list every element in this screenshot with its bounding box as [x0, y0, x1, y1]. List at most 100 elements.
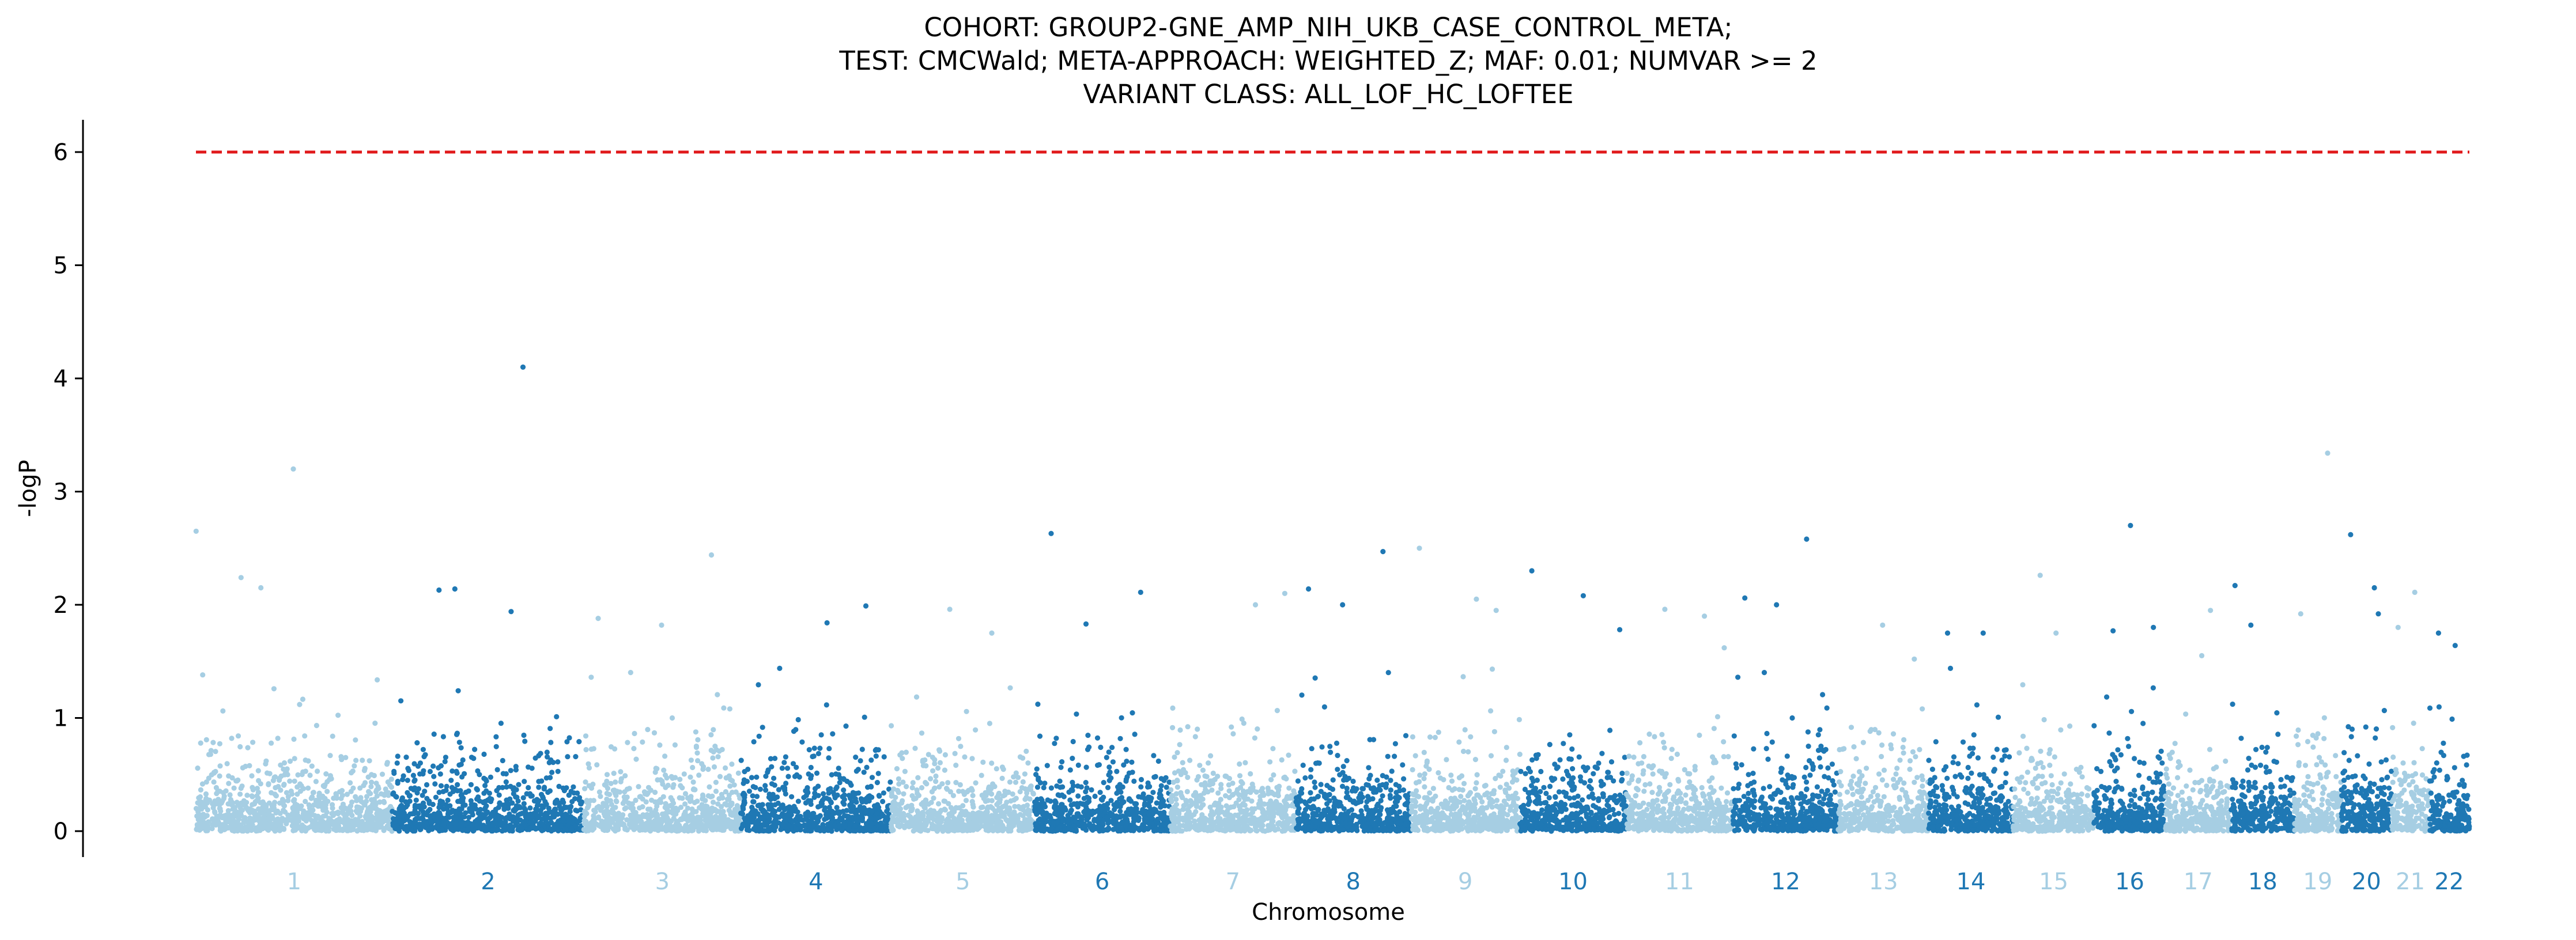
gene-point — [624, 817, 630, 822]
gene-point — [875, 815, 881, 821]
gene-point — [342, 822, 349, 828]
gene-point — [903, 749, 909, 755]
gene-point — [715, 825, 720, 831]
gene-point — [889, 793, 894, 799]
gene-point — [1215, 790, 1221, 796]
gene-point — [417, 816, 423, 821]
gene-point — [573, 808, 579, 813]
gene-point — [591, 825, 597, 831]
gene-point — [987, 721, 992, 726]
gene-point — [484, 778, 489, 784]
gene-point — [335, 712, 341, 718]
gene-point — [369, 802, 376, 808]
gene-point — [478, 816, 484, 822]
gene-point — [615, 818, 621, 824]
gene-point — [226, 780, 232, 786]
gene-point — [856, 790, 862, 796]
gene-point-top — [947, 607, 953, 612]
gene-point — [448, 826, 454, 832]
gene-point — [216, 820, 222, 826]
gene-point — [371, 821, 376, 827]
gene-point — [1199, 782, 1204, 787]
gene-point — [309, 794, 315, 800]
gene-point — [281, 798, 286, 804]
gene-point — [421, 768, 426, 774]
gene-point — [345, 810, 350, 816]
gene-point — [576, 739, 582, 745]
gene-point — [1286, 816, 1292, 822]
gene-point — [432, 812, 438, 818]
gene-point — [423, 819, 429, 825]
gene-point — [511, 785, 517, 791]
gene-point — [942, 825, 947, 831]
gene-point — [853, 768, 859, 774]
gene-point — [250, 740, 256, 745]
gene-point — [1017, 754, 1023, 760]
gene-point — [994, 795, 1000, 801]
gene-point — [312, 813, 318, 818]
gene-point — [578, 801, 584, 807]
gene-point — [507, 816, 513, 822]
gene-point — [430, 763, 436, 769]
gene-point — [1177, 742, 1183, 748]
gene-point — [829, 815, 836, 821]
gene-point — [415, 810, 421, 817]
gene-point — [953, 763, 959, 768]
gene-point — [1028, 784, 1033, 790]
gene-point — [720, 827, 726, 833]
gene-point — [872, 748, 878, 753]
gene-point — [702, 798, 708, 803]
gene-point — [350, 818, 356, 824]
gene-point — [284, 766, 290, 772]
gene-point — [519, 810, 525, 816]
gene-point — [305, 810, 311, 816]
gene-point — [387, 782, 393, 788]
gene-point — [1173, 797, 1179, 802]
gene-point — [1011, 797, 1017, 803]
gene-point — [731, 782, 737, 788]
gene-point — [899, 800, 905, 806]
gene-point — [322, 795, 328, 801]
gene-point — [401, 773, 406, 779]
gene-point — [1067, 767, 1073, 773]
gene-point — [445, 797, 451, 803]
gene-point — [864, 764, 870, 770]
gene-point — [437, 804, 443, 810]
gene-point — [868, 814, 874, 821]
gene-point — [1153, 807, 1158, 813]
gene-point — [546, 805, 552, 811]
gene-point — [773, 824, 779, 830]
gene-point — [249, 793, 255, 799]
gene-point — [487, 795, 493, 801]
gene-point — [436, 790, 442, 795]
gene-point — [806, 747, 812, 753]
gene-point — [980, 759, 986, 765]
gene-point — [988, 823, 994, 829]
gene-point — [694, 750, 700, 756]
gene-point — [338, 805, 344, 811]
gene-point — [876, 793, 882, 798]
gene-point — [401, 813, 406, 818]
gene-point — [477, 798, 482, 804]
gene-point — [273, 793, 279, 799]
gene-point — [482, 805, 488, 811]
gene-point — [532, 818, 538, 824]
gene-point — [507, 796, 513, 802]
gene-point — [327, 753, 333, 759]
gene-point — [398, 698, 404, 704]
gene-point — [723, 801, 728, 807]
gene-point — [281, 760, 288, 766]
chromosome-6-points — [1032, 530, 1173, 834]
gene-point — [1040, 816, 1047, 822]
gene-point — [1180, 816, 1186, 821]
gene-point — [573, 823, 579, 829]
gene-point — [554, 714, 560, 719]
gene-point — [620, 801, 626, 806]
gene-point — [1234, 821, 1240, 827]
gene-point — [474, 787, 481, 793]
gene-point — [951, 816, 957, 821]
gene-point — [463, 790, 469, 795]
gene-point — [1023, 794, 1029, 800]
gene-point — [503, 771, 509, 777]
gene-point — [840, 799, 846, 805]
